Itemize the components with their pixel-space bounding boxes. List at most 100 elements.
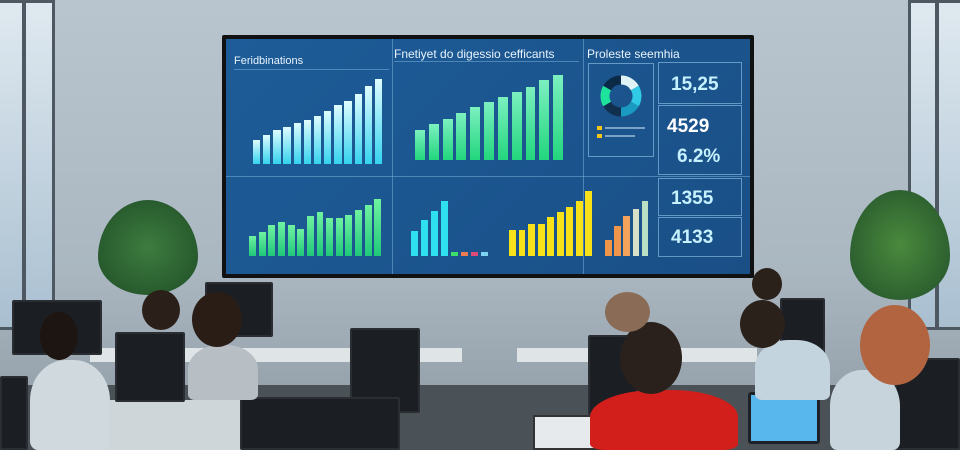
chart-bar	[585, 191, 593, 256]
panel-left-title: Feridbinations	[234, 55, 304, 67]
chart-bar	[374, 199, 382, 256]
chart-bar	[334, 104, 342, 164]
divider	[583, 39, 584, 274]
chart-bar	[313, 116, 322, 164]
chart-bar	[566, 207, 574, 256]
kpi-value: 4529	[667, 116, 710, 137]
chart-bar	[556, 211, 564, 256]
chart-bar	[525, 86, 536, 160]
chart-bar	[344, 101, 352, 164]
divider	[234, 69, 389, 70]
kpi-value: 4133	[671, 227, 714, 248]
chart-bar	[623, 216, 630, 256]
chart-bar	[297, 228, 305, 256]
chart-bar	[421, 220, 429, 256]
chart-bar	[456, 113, 467, 160]
chart-bar	[268, 224, 276, 256]
left-window	[0, 0, 55, 330]
person-seated	[30, 360, 110, 450]
chart-bar	[442, 119, 453, 160]
chart-bar	[431, 210, 439, 256]
bottom-orange-bar-chart	[604, 201, 650, 256]
person-head	[860, 305, 930, 385]
chart-bar	[411, 231, 419, 256]
wall-dashboard-screen: Feridbinations Fnetiyet do digessio ceff…	[222, 35, 754, 278]
person-head	[40, 312, 78, 360]
chart-bar	[537, 223, 545, 256]
chart-bar	[461, 251, 469, 256]
person-head	[620, 322, 682, 394]
chart-bar	[253, 140, 261, 164]
monitor	[0, 376, 28, 450]
chart-bar	[277, 221, 285, 256]
panel-right-title: Proleste seemhia	[587, 47, 680, 61]
person-seated	[188, 345, 258, 400]
chart-bar	[481, 251, 489, 256]
person-red-shirt	[590, 390, 738, 450]
divider	[394, 61, 579, 62]
donut-chart	[600, 75, 642, 117]
chart-bar	[509, 230, 516, 256]
chart-bar	[324, 111, 332, 164]
chart-bar	[547, 217, 555, 256]
monitor	[240, 397, 400, 450]
chart-bar	[345, 214, 353, 256]
chart-bar	[553, 75, 564, 160]
chart-bar	[539, 80, 550, 160]
legend-text	[605, 135, 635, 137]
potted-plant-left	[98, 200, 198, 295]
window-frame	[935, 0, 939, 330]
donut-slice	[630, 85, 642, 107]
legend-swatch	[597, 134, 602, 138]
chart-bar	[263, 135, 271, 164]
legend-text	[605, 127, 645, 129]
chart-bar	[374, 79, 383, 164]
donut-slice	[603, 75, 622, 91]
bottom-left-bar-chart	[248, 199, 383, 256]
chart-bar	[335, 218, 343, 256]
chart-bar	[306, 216, 314, 256]
chart-bar	[273, 130, 281, 164]
donut-slice	[603, 101, 622, 117]
chart-bar	[641, 201, 649, 256]
person-head	[192, 292, 242, 347]
kpi-value: 15,25	[671, 74, 719, 95]
chart-bar	[632, 209, 640, 256]
kpi-card: 15,25	[658, 62, 742, 104]
kpi-card: 4133	[658, 217, 742, 257]
chart-bar	[451, 251, 459, 256]
chart-bar	[364, 85, 372, 164]
person-head	[605, 292, 650, 332]
chart-bar	[354, 94, 362, 164]
person-head	[752, 268, 782, 300]
top-center-bar-chart	[414, 75, 566, 160]
chart-bar	[415, 130, 425, 160]
chart-bar	[293, 123, 301, 164]
chart-bar	[441, 201, 449, 256]
chart-bar	[287, 224, 295, 256]
chart-bar	[249, 236, 256, 256]
chart-bar	[518, 230, 526, 256]
chart-bar	[528, 223, 535, 256]
bottom-yellow-bar-chart	[508, 191, 594, 256]
dashboard-display: Feridbinations Fnetiyet do digessio ceff…	[226, 39, 750, 274]
chart-bar	[364, 204, 372, 256]
chart-bar	[471, 251, 479, 256]
chart-bar	[316, 211, 324, 256]
person-head	[142, 290, 180, 330]
chart-bar	[614, 225, 621, 256]
chart-bar	[511, 92, 522, 160]
donut-panel	[588, 63, 654, 157]
bottom-cyan-bar-chart	[410, 201, 490, 256]
kpi-card: 1355	[658, 178, 742, 216]
person-seated	[755, 340, 830, 400]
chart-bar	[484, 102, 495, 160]
donut-slice	[620, 75, 639, 91]
donut-slice	[600, 85, 612, 107]
top-left-bar-chart	[252, 79, 384, 164]
monitor	[115, 332, 185, 402]
chart-bar	[326, 218, 334, 256]
donut-slice	[620, 101, 639, 117]
chart-bar	[497, 97, 508, 160]
chart-bar	[575, 201, 583, 256]
